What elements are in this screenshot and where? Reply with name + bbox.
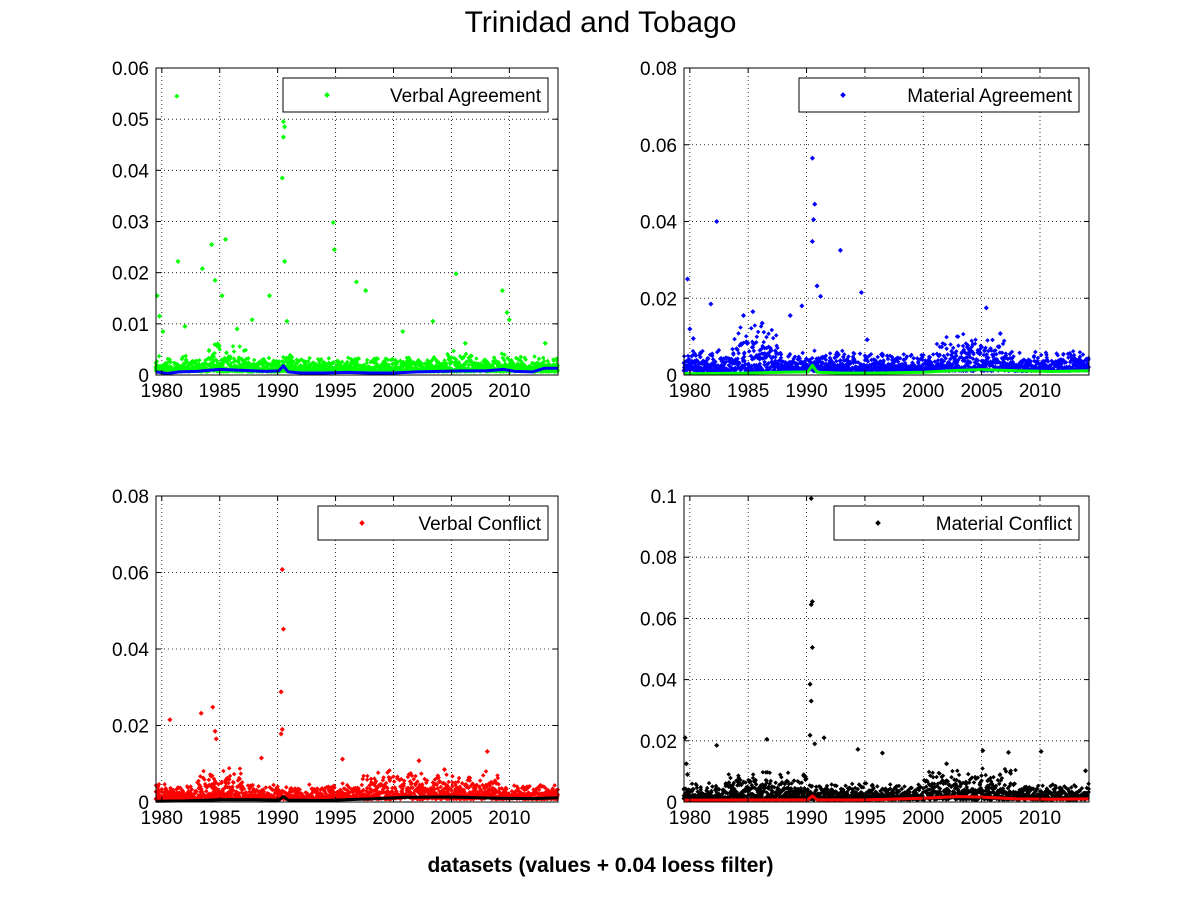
- y-tick-label: 0.03: [112, 213, 149, 234]
- x-tick-label: 1985: [199, 381, 241, 402]
- y-tick-label: 0.04: [640, 213, 677, 234]
- panel-verbal-agreement: 1980 1985 1990 1995 2000 2005 201000.010.020.0…: [112, 59, 561, 402]
- data-point: [156, 353, 162, 359]
- x-tick-label: 2010: [1019, 381, 1061, 402]
- x-tick-label: 2005: [960, 381, 1002, 402]
- legend-label: Verbal Agreement: [390, 86, 542, 107]
- x-tick-label: 2005: [430, 381, 472, 402]
- data-point: [246, 356, 251, 361]
- y-tick-label: 0.08: [640, 59, 677, 80]
- figure-title: Trinidad and Tobago: [464, 6, 737, 39]
- data-point: [217, 347, 222, 352]
- y-tick-label: 0.04: [112, 161, 149, 182]
- data-point: [251, 357, 257, 363]
- data-point: [211, 354, 217, 359]
- legend: Verbal Agreement: [282, 77, 549, 113]
- legend-label: Material Agreement: [907, 86, 1072, 107]
- x-tick-label: 2000: [372, 381, 414, 402]
- x-tick-label: 1990: [257, 381, 299, 402]
- y-tick-label: 0: [666, 366, 677, 387]
- y-tick-label: 0.01: [112, 315, 149, 336]
- x-tick-label: 1990: [785, 381, 827, 402]
- panel-verbal-conflict: 1980 1985 1990 1995 2000 2005 201000.020.040.0…: [112, 487, 561, 829]
- legend: Material Agreement: [798, 77, 1080, 113]
- x-tick-label: 1985: [727, 381, 769, 402]
- data-point: [224, 359, 230, 365]
- data-point: [243, 347, 249, 353]
- y-tick-label: 0.06: [640, 136, 677, 157]
- x-tick-label: 1995: [314, 381, 356, 402]
- y-tick-label: 0.05: [112, 110, 149, 131]
- data-point: [184, 359, 190, 365]
- data-point: [232, 358, 238, 364]
- x-tick-label: 2010: [488, 381, 530, 402]
- data-point: [168, 359, 173, 365]
- data-point: [231, 349, 237, 354]
- x-tick-label: 2000: [902, 381, 944, 402]
- y-tick-label: 0.02: [112, 264, 149, 285]
- data-point: [266, 355, 272, 361]
- y-tick-label: 0: [138, 366, 149, 387]
- y-tick-label: 0.06: [112, 59, 149, 80]
- data-point: [183, 353, 189, 359]
- x-tick-label: 1995: [844, 381, 886, 402]
- data-point: [230, 343, 236, 349]
- panel-material-agreement: 1980 1985 1990 1995 2000 2005 201000.020.040.0…: [640, 59, 1091, 402]
- y-tick-label: 0.02: [640, 289, 677, 310]
